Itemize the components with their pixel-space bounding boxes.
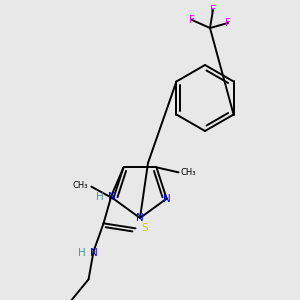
Text: N: N bbox=[108, 192, 116, 202]
Text: N: N bbox=[136, 213, 144, 223]
Text: H: H bbox=[96, 192, 104, 202]
Text: H: H bbox=[78, 248, 86, 258]
Text: N: N bbox=[90, 248, 98, 258]
Text: F: F bbox=[189, 15, 195, 25]
Text: F: F bbox=[225, 18, 231, 28]
Text: N: N bbox=[163, 194, 170, 204]
Text: F: F bbox=[210, 5, 216, 15]
Text: CH₃: CH₃ bbox=[181, 168, 196, 177]
Text: S: S bbox=[142, 223, 148, 233]
Text: CH₃: CH₃ bbox=[73, 181, 88, 190]
